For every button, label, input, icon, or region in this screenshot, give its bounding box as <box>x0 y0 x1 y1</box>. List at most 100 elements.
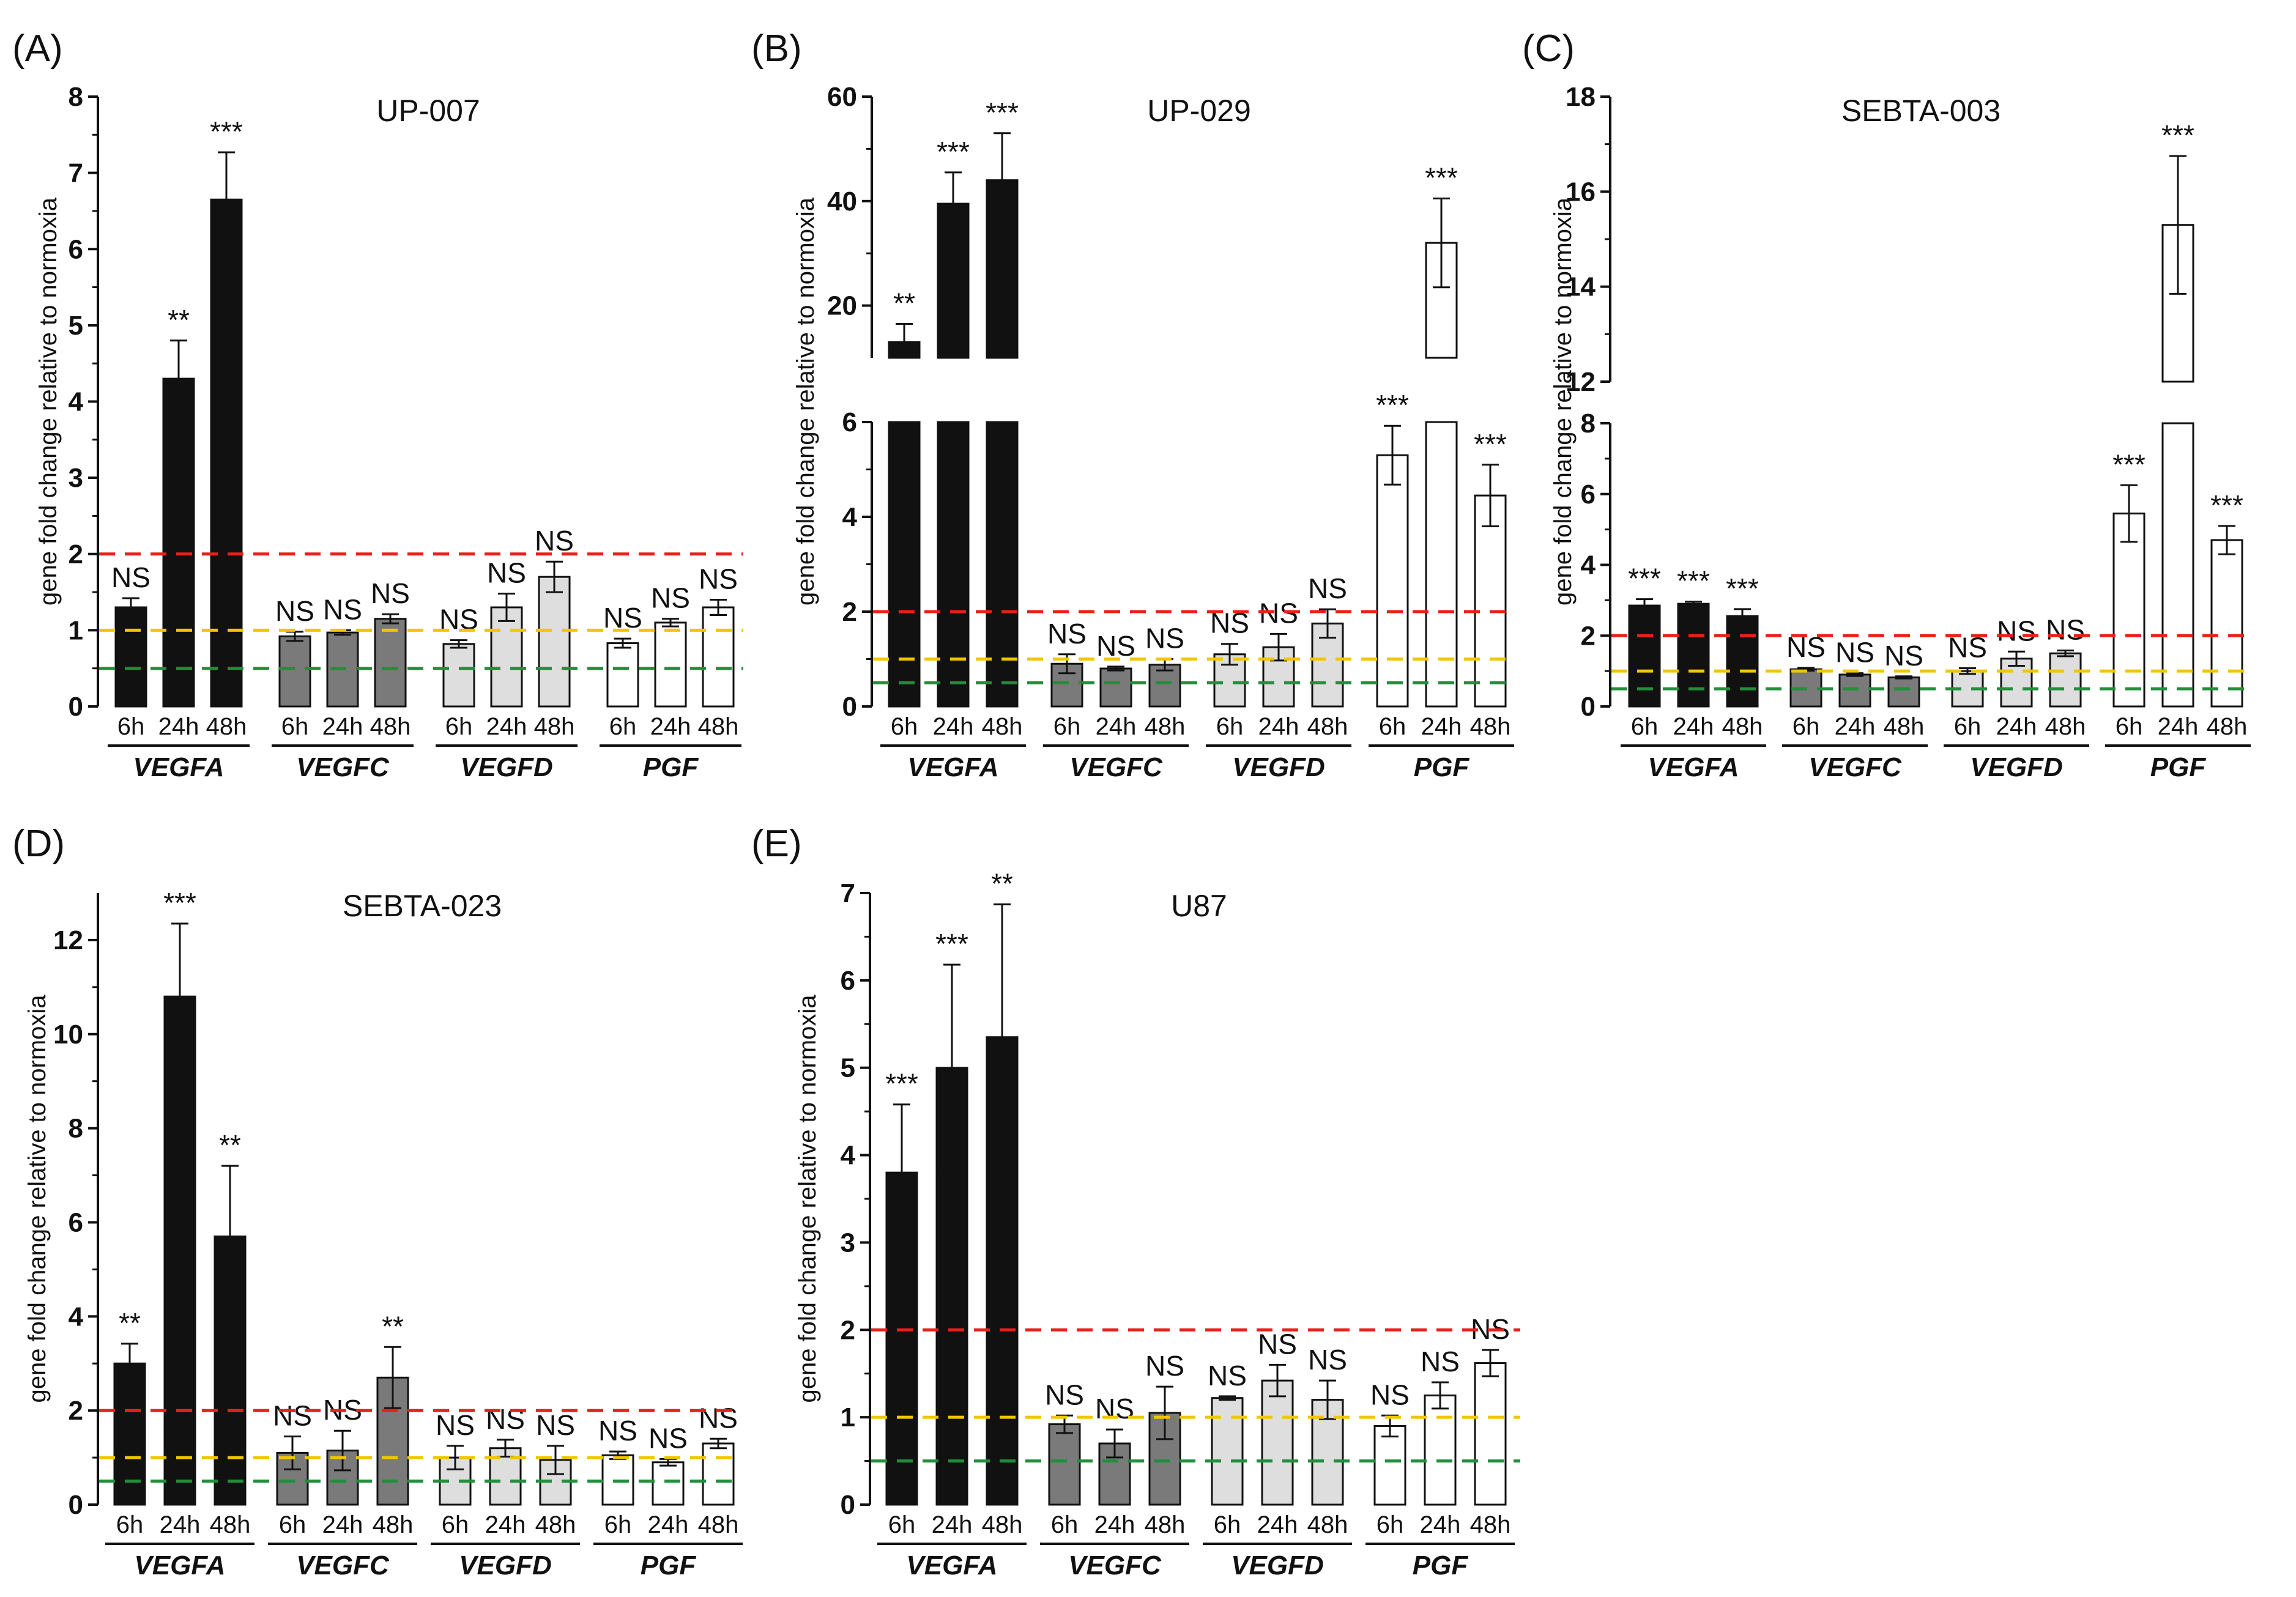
y-tick-label: 8 <box>1581 409 1596 439</box>
gene-label-pgf: PGF <box>643 752 699 782</box>
panel-title: SEBTA-023 <box>343 889 502 923</box>
bar-pgf-48h <box>1474 1362 1507 1506</box>
significance-label: NS <box>1047 618 1087 650</box>
time-label: 24h <box>1996 713 2037 740</box>
significance-label: NS <box>598 1415 637 1447</box>
significance-label: NS <box>699 1402 738 1434</box>
bar-pgf-48h <box>702 1442 735 1506</box>
y-tick-label: 12 <box>53 925 83 955</box>
bar-vegfa-24h <box>163 995 196 1506</box>
time-label: 6h <box>604 1511 632 1538</box>
time-label: 48h <box>206 713 247 740</box>
significance-label: NS <box>1835 637 1874 669</box>
time-label: 24h <box>933 713 974 740</box>
significance-label: NS <box>1884 640 1923 672</box>
significance-label: NS <box>1045 1379 1084 1410</box>
significance-label: *** <box>1425 162 1458 194</box>
y-tick-label: 2 <box>841 1315 855 1345</box>
time-label: 24h <box>1421 713 1462 740</box>
time-label: 48h <box>1145 713 1186 740</box>
y-tick-label: 60 <box>827 82 857 112</box>
y-tick-label: 12 <box>1566 367 1596 397</box>
significance-label: *** <box>163 887 196 919</box>
bar-vegfa-24h-lower <box>937 421 970 708</box>
bar-vegfc-6h <box>1048 1423 1081 1506</box>
time-label: 6h <box>281 713 309 740</box>
bar-vegfd-24h <box>1261 1379 1294 1506</box>
y-tick-label: 6 <box>1581 480 1596 509</box>
time-label: 24h <box>485 1511 526 1538</box>
time-label: 48h <box>982 713 1023 740</box>
gene-label-vegfa: VEGFA <box>134 1551 225 1580</box>
gene-label-vegfd: VEGFD <box>1231 1551 1324 1580</box>
time-label: 48h <box>1470 713 1511 740</box>
significance-label: ** <box>893 287 915 319</box>
time-label: 48h <box>534 713 575 740</box>
y-axis-label: gene fold change relative to normoxia <box>35 197 62 606</box>
time-label: 24h <box>158 713 199 740</box>
significance-label: NS <box>603 602 642 634</box>
panel-letter: (C) <box>1522 28 1575 70</box>
gene-label-pgf: PGF <box>1414 752 1470 782</box>
y-tick-label: 20 <box>827 291 857 321</box>
time-label: 24h <box>1096 713 1137 740</box>
panel-d: (D) SEBTA-023 gene fold change relative to… <box>12 823 743 1580</box>
significance-label: *** <box>935 928 968 960</box>
significance-label: *** <box>1677 565 1710 597</box>
significance-label: *** <box>1726 572 1759 604</box>
time-label: 48h <box>1470 1511 1511 1538</box>
bar-pgf-24h-upper <box>1425 242 1458 359</box>
bar-vegfa-48h-lower <box>986 421 1019 708</box>
y-tick-label: 6 <box>841 966 855 996</box>
time-label: 6h <box>2116 713 2143 740</box>
bar-vegfc-6h <box>278 635 311 708</box>
y-tick-label: 7 <box>69 158 83 188</box>
significance-label: *** <box>2210 489 2243 521</box>
gene-label-vegfd: VEGFD <box>459 1551 552 1580</box>
time-label: 6h <box>1051 1511 1079 1538</box>
bar-pgf-48h <box>1474 494 1507 708</box>
gene-label-vegfa: VEGFA <box>1648 752 1739 782</box>
time-label: 48h <box>370 713 411 740</box>
time-label: 6h <box>442 1511 469 1538</box>
time-label: 24h <box>932 1511 973 1538</box>
time-label: 24h <box>648 1511 689 1538</box>
panel-letter: (A) <box>12 28 63 70</box>
y-tick-label: 0 <box>842 692 857 722</box>
time-label: 24h <box>322 713 363 740</box>
significance-label: NS <box>2046 614 2085 646</box>
y-axis-label: gene fold change relative to normoxia <box>794 995 821 1403</box>
gene-label-vegfd: VEGFD <box>460 752 553 782</box>
time-label: 24h <box>1835 713 1876 740</box>
time-label: 24h <box>1094 1511 1135 1538</box>
time-label: 6h <box>888 1511 916 1538</box>
y-tick-label: 2 <box>1581 621 1596 651</box>
bar-vegfa-48h <box>210 198 243 708</box>
gene-label-vegfa: VEGFA <box>906 1551 997 1580</box>
y-tick-label: 8 <box>69 82 83 112</box>
significance-label: NS <box>1997 615 2036 647</box>
significance-label: NS <box>273 1399 312 1431</box>
y-tick-label: 6 <box>69 234 83 264</box>
significance-label: NS <box>371 577 410 609</box>
bar-pgf-6h <box>2112 513 2146 708</box>
significance-label: *** <box>1628 563 1661 595</box>
time-label: 48h <box>1307 713 1348 740</box>
significance-label: ** <box>219 1129 241 1161</box>
panel-letter: (E) <box>751 823 802 865</box>
gene-label-pgf: PGF <box>2150 752 2207 782</box>
significance-label: *** <box>885 1068 918 1100</box>
time-label: 6h <box>445 713 473 740</box>
time-label: 6h <box>1053 713 1081 740</box>
y-tick-label: 4 <box>842 502 858 532</box>
time-label: 6h <box>1376 1511 1404 1538</box>
panel-title: UP-007 <box>376 94 480 128</box>
bar-vegfa-6h <box>1628 604 1661 708</box>
bar-pgf-6h <box>1376 454 1409 708</box>
y-tick-label: 16 <box>1566 177 1596 207</box>
time-label: 48h <box>698 1511 739 1538</box>
significance-label: NS <box>699 563 738 595</box>
significance-label: *** <box>2161 119 2194 151</box>
time-label: 48h <box>1307 1511 1348 1538</box>
